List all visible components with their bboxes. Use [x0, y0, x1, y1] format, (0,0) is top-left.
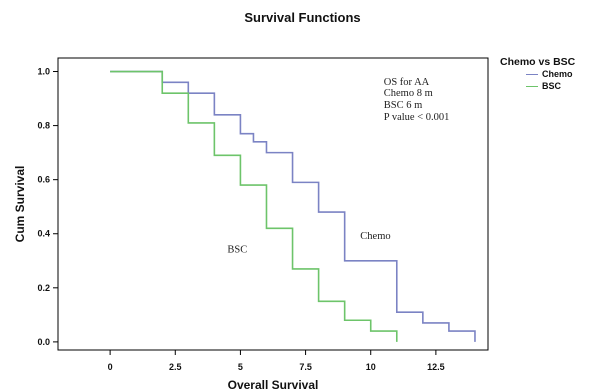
legend-label: BSC: [542, 81, 562, 91]
legend-swatch: [526, 85, 538, 87]
plot-frame: [57, 57, 489, 351]
annotation-text: OS for AA: [384, 77, 430, 88]
y-tick-label: 0.4: [37, 229, 50, 239]
x-tick-label: 7.5: [299, 362, 312, 372]
y-tick-label: 0.8: [37, 121, 50, 131]
legend-label: Chemo: [542, 69, 573, 79]
x-tick-label: 2.5: [169, 362, 182, 372]
y-axis-label: Cum Survival: [13, 166, 27, 243]
y-tick-label: 1.0: [37, 67, 50, 77]
x-tick-label: 12.5: [427, 362, 445, 372]
series-line-bsc: [110, 70, 398, 342]
annotation-text: Chemo 8 m: [384, 88, 433, 99]
series-line-chemo: [110, 70, 476, 342]
legend-item-chemo: Chemo: [526, 68, 605, 80]
y-tick-label: 0.0: [37, 337, 50, 347]
x-tick-label: 5: [238, 362, 243, 372]
y-tick-label: 0.2: [37, 283, 50, 293]
legend-item-bsc: BSC: [526, 80, 605, 92]
x-tick-label: 10: [366, 362, 376, 372]
annotation-text: BSC 6 m: [384, 100, 423, 111]
annotation-text: P value < 0.001: [384, 112, 450, 123]
x-axis-label: Overall Survival: [228, 378, 319, 392]
legend-swatch: [526, 73, 538, 75]
annotation-text: BSC: [227, 245, 247, 256]
x-tick-label: 0: [108, 362, 113, 372]
y-tick-label: 0.6: [37, 175, 50, 185]
legend-title: Chemo vs BSC: [500, 56, 576, 68]
legend: Chemo vs BSC Chemo BSC: [500, 56, 605, 92]
annotation-text: Chemo: [360, 231, 390, 242]
